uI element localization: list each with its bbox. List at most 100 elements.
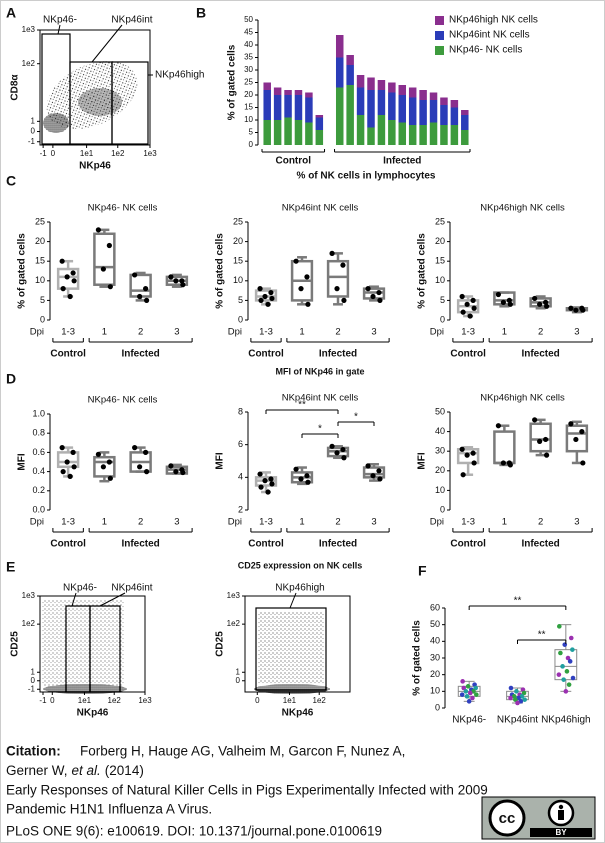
data-point: [561, 677, 566, 682]
y-tick-label: 0.0: [32, 504, 45, 514]
x-tick-label: 2: [138, 327, 143, 338]
data-point: [464, 301, 470, 307]
data-point: [106, 242, 112, 249]
citation-authors: Forberg H, Hauge AG, Valheim M, Garcon F…: [80, 744, 405, 759]
y-tick-label: 20: [233, 236, 243, 246]
y-axis-label: CD8α: [10, 74, 21, 101]
bar-segment: [315, 117, 324, 130]
y-tick-label: 60: [430, 602, 440, 612]
data-point: [573, 307, 579, 313]
data-point: [464, 694, 470, 699]
gate-leader: [71, 592, 77, 607]
legend-swatch: [435, 16, 444, 25]
y-tick-label: 1: [31, 116, 36, 125]
data-point: [474, 692, 479, 697]
legend-label: NKp46int NK cells: [449, 30, 530, 41]
bar-segment: [419, 100, 427, 125]
y-tick-label: 0: [435, 702, 440, 712]
y-axis-label: MFI: [17, 453, 28, 470]
year: (2014): [105, 763, 144, 778]
y-tick-label: 5: [40, 295, 45, 305]
box: [326, 259, 350, 298]
bar-segment: [305, 92, 313, 98]
bar-segment: [367, 90, 375, 128]
data-point: [556, 672, 562, 677]
data-point: [132, 445, 138, 451]
bar-segment: [273, 120, 282, 145]
data-point: [507, 301, 513, 307]
data-point: [340, 262, 346, 268]
bar-segment: [263, 120, 271, 145]
y-tick-label: 50: [244, 15, 253, 24]
data-point: [269, 295, 275, 302]
bar-segment: [335, 57, 344, 88]
data-point: [132, 272, 138, 278]
y-tick-label: 50: [430, 619, 440, 629]
data-point: [365, 463, 371, 469]
data-point: [365, 286, 371, 292]
data-point: [580, 307, 586, 313]
y-tick-label: 0: [31, 676, 36, 685]
x-tick-label: 2: [335, 327, 340, 338]
x-tick-label: 1e2: [313, 696, 327, 705]
y-tick-label: 20: [435, 465, 445, 475]
data-point: [466, 699, 472, 704]
group-label: Control: [248, 349, 284, 360]
data-point: [500, 460, 506, 466]
data-point: [258, 297, 264, 303]
data-point: [460, 679, 465, 684]
x-tick-label: 3: [574, 327, 579, 338]
data-point: [67, 293, 73, 300]
y-tick-label: 30: [244, 65, 253, 74]
data-point: [173, 469, 179, 475]
y-tick-label: 0: [440, 314, 445, 324]
dpi-label: Dpi: [430, 327, 444, 338]
data-point: [144, 297, 150, 303]
y-tick-label: 4: [238, 472, 243, 482]
bar-segment: [356, 87, 365, 115]
bar-segment: [346, 65, 354, 85]
data-point: [570, 675, 576, 681]
y-axis-label: % of gated cells: [227, 44, 238, 120]
bar-segment: [377, 90, 386, 115]
bar-segment: [284, 95, 292, 118]
x-tick-label: 1: [299, 517, 304, 528]
y-axis-label: MFI: [215, 452, 226, 469]
data-point: [522, 697, 527, 702]
gate-label: NKp46-: [63, 583, 97, 594]
y-tick-label: 1e2: [22, 619, 36, 628]
bar-segment: [315, 130, 324, 145]
bar-segment: [294, 120, 303, 145]
bar-segment: [398, 122, 407, 145]
bar-segment: [398, 95, 407, 123]
x-tick-label: 2: [538, 517, 543, 528]
y-tick-label: 5: [238, 295, 243, 305]
y-tick-label: 50: [435, 406, 445, 416]
bar-segment: [263, 90, 271, 120]
y-tick-label: 0.4: [32, 466, 45, 476]
data-point: [268, 289, 274, 296]
bar-segment: [419, 125, 427, 145]
x-tick-label: 3: [174, 327, 179, 338]
data-point: [568, 421, 574, 427]
x-tick-label: 1: [502, 517, 507, 528]
data-point: [179, 278, 185, 284]
y-tick-label: 20: [244, 90, 253, 99]
group-label: Control: [450, 349, 486, 360]
data-point: [329, 443, 335, 449]
plot-frame: [39, 29, 151, 146]
y-tick-label: 45: [244, 28, 253, 37]
y-tick-label: 40: [244, 40, 253, 49]
bar-segment: [356, 75, 365, 88]
data-point: [258, 484, 264, 490]
group-label: Infected: [521, 349, 559, 360]
data-point: [560, 664, 565, 669]
data-point: [461, 685, 467, 691]
data-point: [304, 473, 310, 479]
x-tick-label: NKp46int: [497, 715, 538, 726]
data-point: [64, 459, 70, 465]
panel-label: A: [6, 5, 16, 21]
y-tick-label: 1e3: [227, 591, 241, 600]
